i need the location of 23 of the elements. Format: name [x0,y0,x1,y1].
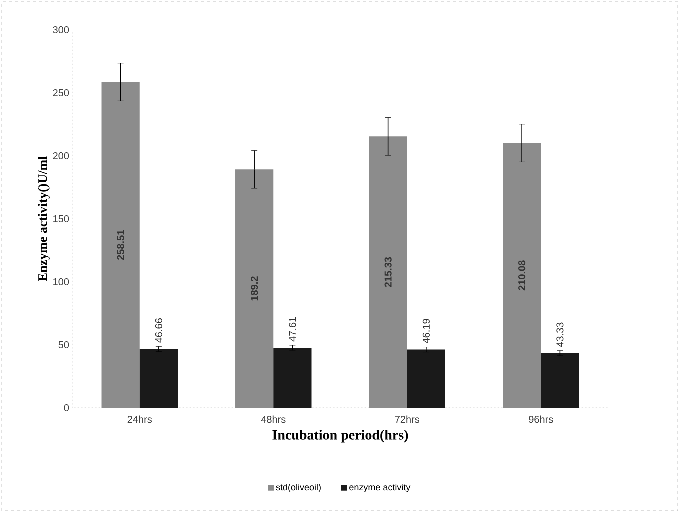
data-label: 43.33 [556,322,564,348]
data-label: 189.2 [251,276,258,301]
y-tick-label: 200 [53,152,70,160]
data-label: 47.61 [289,317,296,342]
legend-label: enzyme activity [350,484,411,492]
x-tick-label: 48hrs [261,416,286,424]
x-axis-title: Incubation period(hrs) [272,430,408,443]
y-tick-label: 50 [58,341,70,349]
data-label: 46.19 [422,319,430,344]
x-tick-label: 24hrs [128,416,152,424]
data-label: 258.51 [117,230,124,260]
y-tick-label: 300 [53,26,70,34]
y-tick-label: 250 [53,89,70,97]
data-label: 215.33 [384,257,392,288]
y-tick-label: 100 [54,278,70,286]
data-label: 46.66 [155,318,162,343]
y-axis-title: Enzyme activity()U/ml [38,156,50,282]
legend-label: std(oliveoil) [276,484,321,492]
x-tick-label: 72hrs [395,416,420,424]
data-label: 210.08 [518,260,526,291]
y-tick-label: 0 [64,404,70,412]
x-tick-label: 96hrs [529,416,554,424]
y-tick-label: 150 [54,215,70,223]
